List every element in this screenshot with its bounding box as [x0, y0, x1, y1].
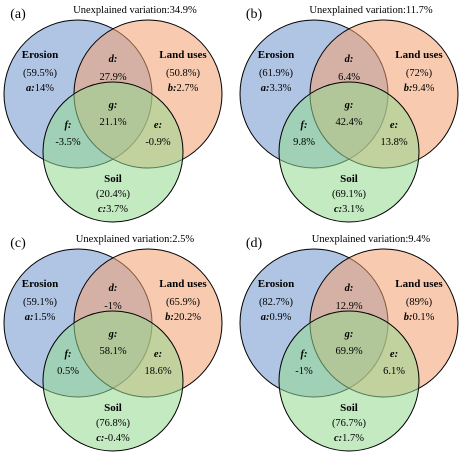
erosion-title: Erosion: [22, 278, 58, 290]
land-uses-unique: b:20.2%: [165, 312, 201, 323]
region-g-letter: g:: [344, 329, 354, 340]
soil-circle: [278, 310, 420, 452]
soil-title: Soil: [104, 173, 122, 185]
venn-panel-d: (d) Unexplained variation:9.4% Erosion (82.…: [239, 234, 459, 452]
region-d-value: -1%: [104, 301, 122, 312]
region-g-value: 21.1%: [99, 117, 126, 128]
soil-title: Soil: [104, 402, 122, 414]
erosion-total: (59.5%): [23, 68, 58, 79]
erosion-unique: a:3.3%: [261, 83, 292, 94]
soil-unique: c:3.7%: [98, 204, 128, 215]
region-d-letter: d:: [345, 54, 354, 65]
erosion-unique: a:1.5%: [25, 312, 56, 323]
region-e-letter: e:: [390, 120, 398, 131]
region-f-value: 0.5%: [57, 366, 79, 377]
region-f-value: -1%: [295, 366, 313, 377]
soil-title: Soil: [340, 402, 358, 414]
unexplained-variation: Unexplained variation:9.4%: [312, 234, 431, 245]
region-d-value: 6.4%: [338, 72, 360, 83]
land-uses-unique: b:2.7%: [168, 83, 199, 94]
region-g-value: 69.9%: [335, 346, 362, 357]
region-f-letter: f:: [65, 349, 72, 360]
region-f-letter: f:: [65, 120, 72, 131]
land-uses-total: (50.8%): [166, 68, 201, 79]
erosion-unique: a:14%: [26, 83, 54, 94]
panel-label: (a): [10, 7, 26, 22]
soil-circle: [278, 81, 420, 223]
land-uses-total: (72%): [406, 68, 433, 79]
land-uses-title: Land uses: [395, 49, 443, 61]
region-d-value: 27.9%: [99, 72, 126, 83]
panel-label: (d): [246, 236, 263, 251]
region-d-letter: d:: [345, 283, 354, 294]
land-uses-unique: b:9.4%: [404, 83, 435, 94]
region-g-letter: g:: [108, 329, 118, 340]
region-d-letter: d:: [109, 283, 118, 294]
venn-panel-a: (a) Unexplained variation:34.9% Erosion (59…: [3, 5, 223, 223]
soil-total: (76.7%): [332, 418, 367, 429]
region-e-value: -0.9%: [145, 137, 171, 148]
soil-circle: [42, 310, 184, 452]
region-f-value: 9.8%: [293, 137, 315, 148]
region-d-value: 12.9%: [335, 301, 362, 312]
soil-circle: [42, 81, 184, 223]
unexplained-variation: Unexplained variation:2.5%: [76, 234, 195, 245]
region-f-value: -3.5%: [55, 137, 81, 148]
region-e-value: 13.8%: [380, 137, 407, 148]
erosion-total: (61.9%): [259, 68, 294, 79]
venn-panel-b: (b) Unexplained variation:11.7% Erosion (61…: [239, 5, 459, 223]
venn-panel-c: (c) Unexplained variation:2.5% Erosion (59.…: [3, 234, 223, 452]
soil-total: (20.4%): [96, 189, 131, 200]
erosion-title: Erosion: [22, 49, 58, 61]
soil-total: (76.8%): [96, 418, 131, 429]
erosion-title: Erosion: [258, 278, 294, 290]
erosion-total: (82.7%): [259, 297, 294, 308]
region-g-value: 58.1%: [99, 346, 126, 357]
panel-label: (c): [10, 236, 26, 251]
soil-unique: c:1.7%: [334, 433, 364, 444]
erosion-unique: a:0.9%: [261, 312, 292, 323]
region-e-letter: e:: [154, 120, 162, 131]
region-e-letter: e:: [154, 349, 162, 360]
region-e-value: 6.1%: [383, 366, 405, 377]
land-uses-title: Land uses: [159, 278, 207, 290]
region-g-letter: g:: [108, 100, 118, 111]
panel-label: (b): [246, 7, 263, 22]
land-uses-title: Land uses: [159, 49, 207, 61]
unexplained-variation: Unexplained variation:34.9%: [73, 5, 197, 16]
unexplained-variation: Unexplained variation:11.7%: [309, 5, 432, 16]
soil-total: (69.1%): [332, 189, 367, 200]
erosion-title: Erosion: [258, 49, 294, 61]
land-uses-total: (89%): [406, 297, 433, 308]
region-e-value: 18.6%: [144, 366, 171, 377]
soil-unique: c:-0.4%: [96, 433, 130, 444]
region-e-letter: e:: [390, 349, 398, 360]
land-uses-title: Land uses: [395, 278, 443, 290]
region-g-value: 42.4%: [335, 117, 362, 128]
land-uses-unique: b:0.1%: [404, 312, 435, 323]
region-f-letter: f:: [301, 349, 308, 360]
region-f-letter: f:: [301, 120, 308, 131]
region-d-letter: d:: [109, 54, 118, 65]
erosion-total: (59.1%): [23, 297, 58, 308]
soil-unique: c:3.1%: [334, 204, 364, 215]
region-g-letter: g:: [344, 100, 354, 111]
soil-title: Soil: [340, 173, 358, 185]
land-uses-total: (65.9%): [166, 297, 201, 308]
